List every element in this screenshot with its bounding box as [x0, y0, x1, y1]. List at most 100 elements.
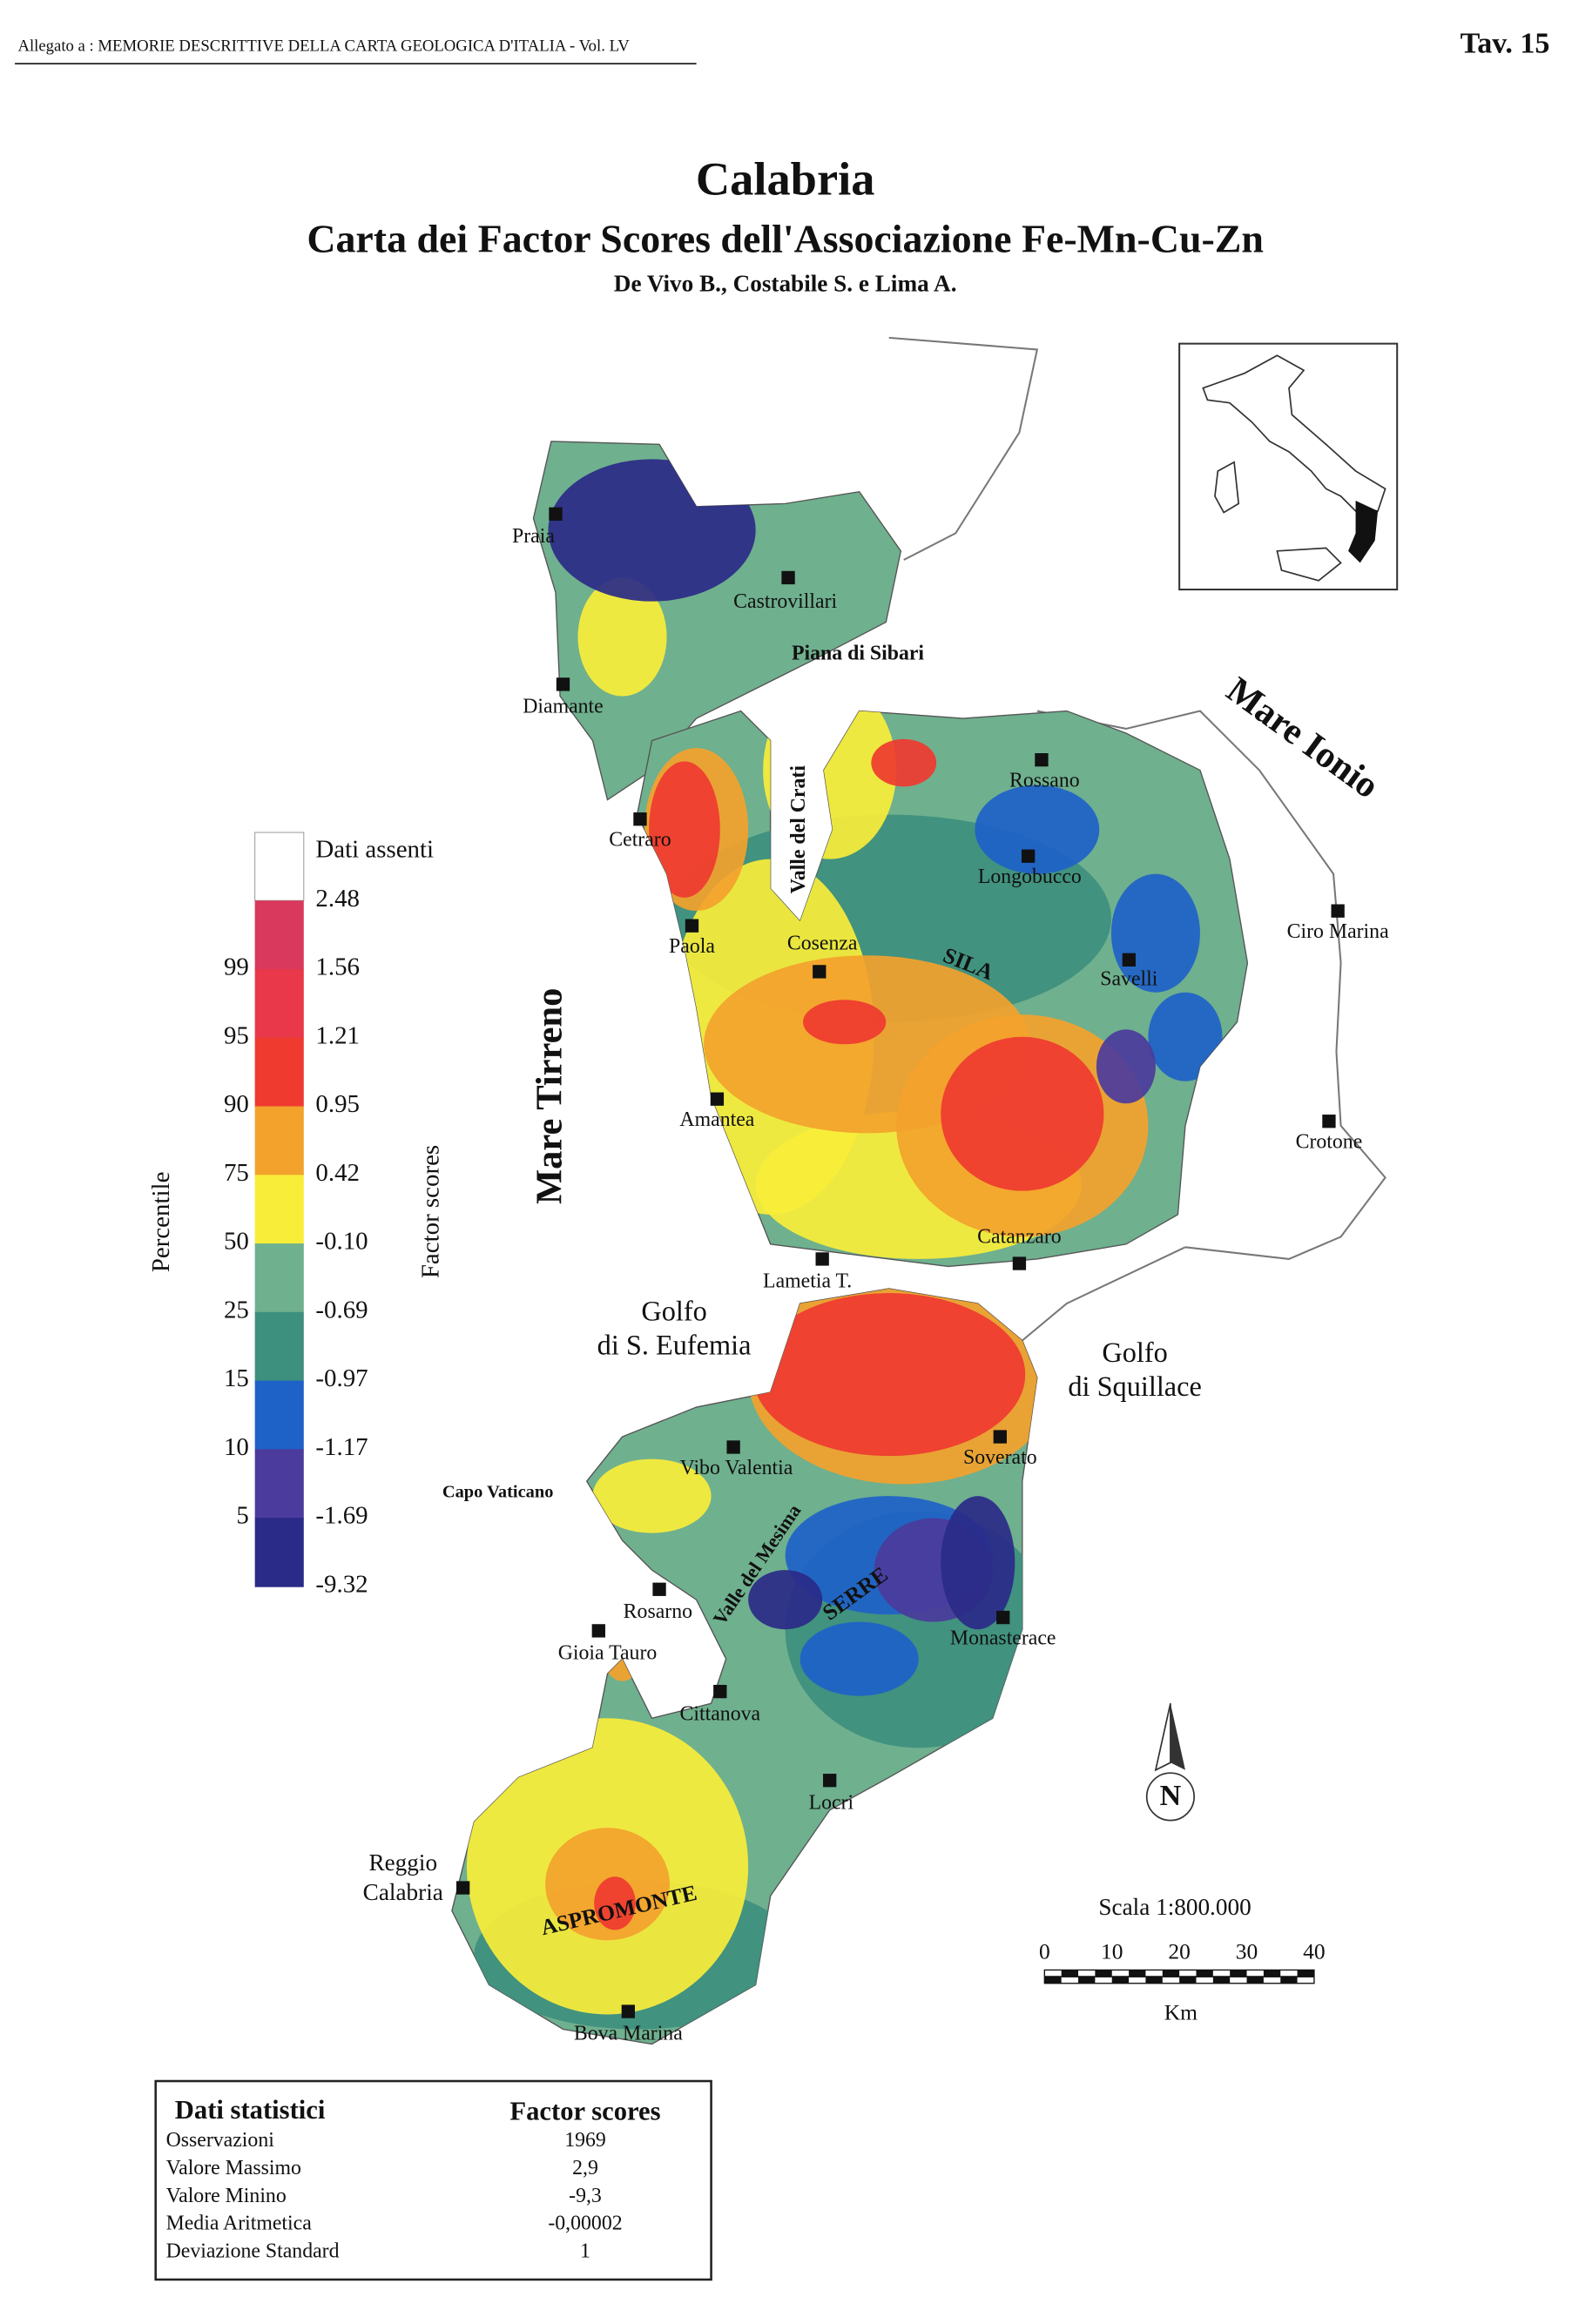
scale-segment [1297, 1970, 1314, 1977]
table-header: Dati statistici [175, 2095, 326, 2125]
place-marker [815, 1252, 829, 1266]
factor-zone [941, 1496, 1015, 1630]
table-cell: -0,00002 [548, 2213, 622, 2235]
place-label: Paola [669, 935, 715, 958]
place-marker [1122, 953, 1136, 967]
legend-missing-swatch [254, 832, 305, 901]
place-marker [633, 812, 647, 826]
place-label: Savelli [1100, 968, 1157, 991]
scale-segment [1095, 1970, 1112, 1977]
legend: Percentile Factor scores Dati assenti 2.… [147, 832, 444, 1599]
factor-zone [594, 1876, 636, 1930]
factor-zone [803, 1000, 887, 1045]
place-label: Catanzaro [977, 1226, 1061, 1249]
scale-segment [1212, 1976, 1231, 1984]
factor-zone [548, 459, 756, 602]
north-arrow-shape [1170, 1703, 1185, 1770]
scale-segment [1061, 1970, 1079, 1977]
place-label: Rossano [1009, 770, 1080, 792]
place-label: Longobucco [978, 866, 1082, 888]
place-marker [993, 1430, 1007, 1444]
scale-segment [1246, 1976, 1264, 1984]
legend-axis: Factor scores [416, 1145, 444, 1278]
scale-tick-label: 40 [1303, 1939, 1325, 1964]
place-label: Castrovillari [733, 590, 837, 613]
coast-outline [888, 336, 1386, 1342]
place-marker [713, 1684, 727, 1699]
factor-zone [799, 1621, 919, 1696]
factor-zone [577, 577, 667, 697]
region-label: Piana di Sibari [792, 642, 924, 664]
table-cell: Media Aritmetica [166, 2213, 313, 2235]
place-marker [652, 1582, 666, 1596]
legend-score: 1.21 [315, 1021, 360, 1049]
plate-number: Tav. 15 [1461, 28, 1550, 60]
table-cell: Valore Minino [166, 2185, 287, 2207]
legend-score: -1.17 [315, 1433, 368, 1461]
place-label: Ciro Marina [1287, 920, 1389, 943]
north-arrow: N [1145, 1703, 1195, 1822]
place-marker [996, 1610, 1010, 1625]
place-label: Cosenza [787, 933, 858, 955]
legend-swatch [254, 1518, 304, 1587]
scale-segment [1145, 1976, 1163, 1984]
table-cell: 1969 [564, 2129, 606, 2152]
scale-frame [1043, 1969, 1315, 1984]
place-label: Soverato [963, 1446, 1037, 1469]
place-label: Cittanova [680, 1702, 761, 1725]
north-arrow-shape [1154, 1703, 1171, 1772]
table-frame [154, 2079, 712, 2281]
place-marker [1322, 1115, 1336, 1128]
place-marker [823, 1774, 837, 1788]
region-label: Valle del Crati [787, 765, 810, 894]
place-marker [710, 1092, 725, 1106]
table-cell: 1 [580, 2240, 590, 2262]
factor-zone [592, 1458, 712, 1533]
sea-label: Mare Tirreno [529, 988, 570, 1204]
legend-percentile: 5 [236, 1502, 248, 1530]
place-label: Crotone [1296, 1131, 1363, 1154]
legend-percentile: 50 [224, 1228, 249, 1256]
scale-segment [1129, 1970, 1146, 1977]
map [451, 336, 1386, 2045]
authors: De Vivo B., Costabile S. e Lima A. [614, 271, 957, 297]
legend-missing: Dati assenti [315, 836, 434, 864]
scale-label: Scala 1:800.000 [1098, 1894, 1251, 1920]
gulf-label: Golfo [641, 1295, 706, 1326]
legend-percentile: 95 [224, 1021, 249, 1049]
legend-score: -1.69 [315, 1502, 368, 1530]
sea-label: Mare Ionio [1219, 670, 1386, 807]
table-cell: Deviazione Standard [166, 2240, 340, 2262]
legend-score: 0.42 [315, 1159, 360, 1187]
place-label: Diamante [523, 696, 604, 718]
scale-tick-label: 10 [1101, 1939, 1123, 1964]
legend-swatch [254, 1380, 304, 1451]
legend-swatch [254, 1037, 304, 1108]
factor-zones [466, 459, 1223, 2030]
table-cell: 2,9 [572, 2157, 598, 2179]
place-marker [549, 507, 563, 521]
place-label: Bova Marina [574, 2023, 683, 2045]
scale-segment [1111, 1976, 1130, 1984]
header-note: Allegato a : MEMORIE DESCRITTIVE DELLA C… [17, 37, 630, 56]
place-label: Gioia Tauro [558, 1642, 658, 1665]
legend-percentile: 90 [224, 1090, 249, 1118]
legend-percentile: 15 [224, 1364, 249, 1392]
place-label: Praia [512, 525, 555, 548]
gulf-label: Golfo [1102, 1337, 1167, 1368]
table-header: Factor scores [509, 2096, 660, 2125]
legend-score: 0.95 [315, 1090, 360, 1118]
inset-sardinia [1214, 461, 1240, 514]
legend-swatch [254, 969, 304, 1039]
table-cell: Osservazioni [166, 2129, 275, 2152]
place-label: Calabria [363, 1879, 443, 1905]
factor-zone [975, 785, 1100, 874]
factor-zone [649, 761, 720, 898]
scale-tick-label: 30 [1236, 1939, 1258, 1964]
place-marker [726, 1440, 740, 1454]
place-label: Reggio [368, 1849, 437, 1876]
region-label: Capo Vaticano [442, 1482, 554, 1501]
scale-segment [1078, 1976, 1096, 1984]
